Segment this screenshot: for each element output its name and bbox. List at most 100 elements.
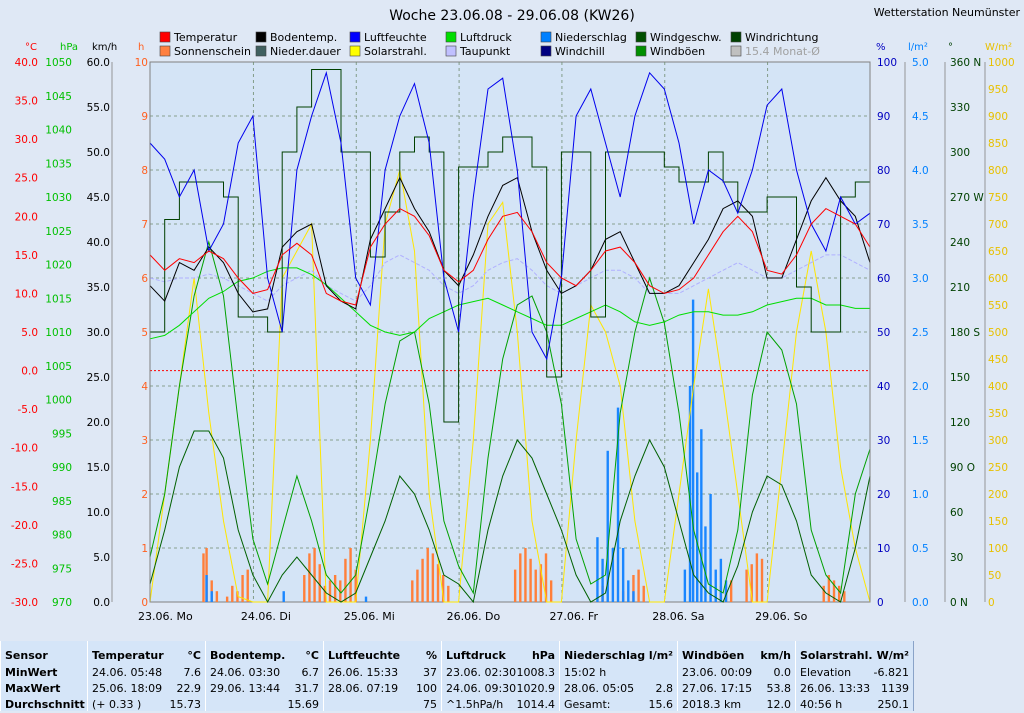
sensor-row-label: Durchschnitt [5,698,85,711]
axis-tick-direction: 330 [950,102,970,114]
axis-tick-rain: 3.0 [912,273,929,285]
stat-title: Temperatur [92,649,164,662]
rain-bar [724,580,728,602]
axis-unit-pressure: hPa [60,42,78,53]
axis-unit-direction: ° [948,42,953,53]
legend-swatch [159,45,171,57]
sunshine-bar [344,558,347,602]
legend-label: Windböen [650,45,705,58]
stat-row-label: 40:56 h [800,698,843,711]
sunshine-bar [318,564,321,602]
axis-tick-pressure: 1000 [45,395,72,407]
stat-row: 24.06. 03:30 6.7 [210,664,319,681]
rain-bar [719,558,723,602]
x-label: 25.06. Mi [344,610,395,623]
rain-bar [704,526,707,602]
axis-tick-temperature: -5.0 [18,404,39,416]
rain-bar [282,591,285,602]
station-name: Wetterstation Neumünster [874,6,1021,19]
stat-row: 29.06. 13:44 31.7 [210,680,319,697]
stat-row: ^1.5hPa/h 1014.4 [446,696,555,713]
axis-tick-hours: 6 [141,273,148,285]
stat-row: Gesamt: 15.6 [564,696,673,713]
rain-bar [627,580,630,602]
stat-row-label: 24.06. 03:30 [210,666,281,679]
legend-swatch [635,31,647,43]
legend-label: Windchill [555,45,605,58]
stat-row-label: 15:02 h [564,666,607,679]
stat-row: 28.06. 05:05 2.8 [564,680,673,697]
stat-row-value: 1020.9 [516,682,556,695]
rain-bar [601,558,604,602]
stat-title: Bodentemp. [210,649,286,662]
axis-tick-rain: 0.0 [912,597,929,609]
axis-tick-solar: 400 [988,381,1008,393]
stat-title: Solarstrahl. [800,649,873,662]
axis-tick-pressure: 985 [52,496,72,508]
axis-tick-temperature: 0.0 [21,366,38,378]
axis-tick-solar: 700 [988,219,1008,231]
sunshine-bar [447,585,450,602]
axis-tick-pressure: 980 [52,530,72,542]
legend-label: Windrichtung [745,31,818,44]
legend-swatch [540,31,552,43]
axis-tick-direction: 180 S [950,327,980,339]
stat-row-value: 100 [416,682,437,695]
axis-tick-rain: 1.5 [912,435,929,447]
stat-row-value: 53.8 [766,682,792,695]
axis-tick-direction: 60 [950,507,963,519]
stat-row-label: 25.06. 18:09 [92,682,163,695]
legend-swatch [255,45,267,57]
rain-bar [696,472,699,602]
sunshine-bar [837,585,841,602]
axis-tick-rain: 0.5 [912,543,929,555]
axis-tick-direction: 120 [950,417,970,429]
rain-bar [621,548,625,602]
axis-tick-solar: 0 [988,597,995,609]
legend-swatch [540,45,552,57]
legend-label: Luftfeuchte [364,31,427,44]
rain-bar [632,591,635,602]
series-line-solarstrahl [149,169,871,603]
stat-block: Luftdruck hPa 23.06. 02:30 1008.3 24.06. 09:… [441,641,560,711]
axis-tick-wind: 10.0 [87,507,110,519]
axis-tick-temperature: -10.0 [11,443,38,455]
axis-tick-pressure: 1035 [45,158,72,170]
axis-tick-temperature: 40.0 [15,57,38,69]
axis-tick-solar: 50 [988,570,1001,582]
axis-tick-pressure: 1020 [45,260,72,272]
stat-row: 23.06. 02:30 1008.3 [446,664,555,681]
axis-tick-humidity: 40 [877,381,890,393]
stat-row: 15.69 [210,696,320,713]
stat-block: Niederschlag l/m² 15:02 h 28.06. 05:05 2.8 Ge… [559,641,678,711]
axis-tick-rain: 2.0 [912,381,929,393]
series-lines [149,69,871,604]
stat-row-label: Gesamt: [564,698,611,711]
axis-unit-wind: km/h [92,42,117,53]
axis-tick-solar: 100 [988,543,1008,555]
sunshine-bar [339,580,342,602]
axis-tick-pressure: 1025 [45,226,72,238]
legend-swatch [445,31,457,43]
stat-title: Windböen [682,649,745,662]
stat-row: 26.06. 15:33 37 [328,664,437,681]
stat-block: Temperatur °C 24.06. 05:48 7.6 25.06. 18:09 2… [87,641,206,711]
legend-swatch [730,45,742,57]
stat-row-value: 31.7 [294,682,320,695]
stat-row-value: 2.8 [655,682,674,695]
stat-row: 27.06. 17:15 53.8 [682,680,791,697]
axis-unit-temperature: °C [25,42,37,53]
x-label: 23.06. Mo [138,610,193,623]
axis-tick-temperature: 30.0 [15,134,38,146]
axis-tick-solar: 1000 [988,57,1015,69]
sunshine-bar [441,575,445,602]
axis-tick-solar: 800 [988,165,1008,177]
axis-tick-rain: 3.5 [912,219,929,231]
axis-tick-hours: 0 [141,597,148,609]
axis-tick-solar: 900 [988,111,1008,123]
axis-tick-direction: 270 W [950,192,984,204]
axis-tick-temperature: 10.0 [15,288,38,300]
legend-label: Luftdruck [460,31,512,44]
axis-tick-wind: 30.0 [87,327,110,339]
sunshine-bar [354,569,357,602]
